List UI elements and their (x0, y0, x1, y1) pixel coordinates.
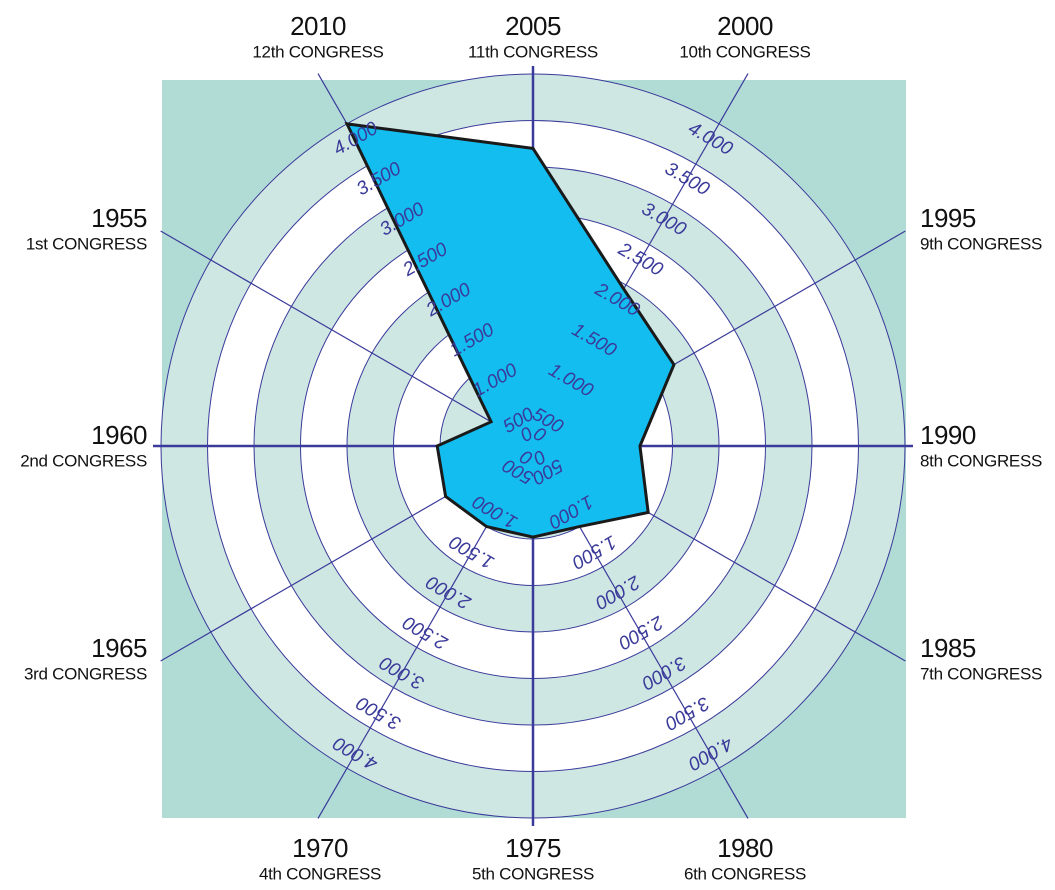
category-sublabel: 6th CONGRESS (684, 864, 806, 883)
category-sublabel: 1st CONGRESS (26, 234, 147, 253)
category-sublabel: 7th CONGRESS (920, 664, 1042, 683)
category-label: 1985 (920, 633, 976, 663)
category-sublabel: 10th CONGRESS (679, 42, 810, 61)
category-label: 2005 (505, 11, 561, 41)
category-sublabel: 9th CONGRESS (920, 234, 1042, 253)
category-sublabel: 5th CONGRESS (472, 864, 594, 883)
category-label: 1980 (717, 833, 773, 863)
category-sublabel: 8th CONGRESS (920, 451, 1042, 470)
category-sublabel: 11th CONGRESS (468, 42, 598, 61)
category-label: 2010 (290, 11, 346, 41)
category-label: 1960 (91, 420, 147, 450)
category-label: 1990 (920, 420, 976, 450)
category-sublabel: 4th CONGRESS (259, 864, 381, 883)
category-label: 1975 (505, 833, 561, 863)
category-label: 1955 (91, 203, 147, 233)
category-label: 1965 (91, 633, 147, 663)
axis-spoke (160, 230, 534, 447)
category-label: 1995 (920, 203, 976, 233)
series (344, 121, 676, 539)
category-sublabel: 2nd CONGRESS (20, 451, 147, 470)
labels: 05001.0001.5002.0002.5003.0003.5004.0000… (20, 11, 1042, 884)
category-label: 1970 (292, 833, 348, 863)
category-label: 2000 (717, 11, 773, 41)
category-sublabel: 3rd CONGRESS (24, 664, 147, 683)
radar-area (344, 121, 676, 539)
category-sublabel: 12th CONGRESS (252, 42, 383, 61)
